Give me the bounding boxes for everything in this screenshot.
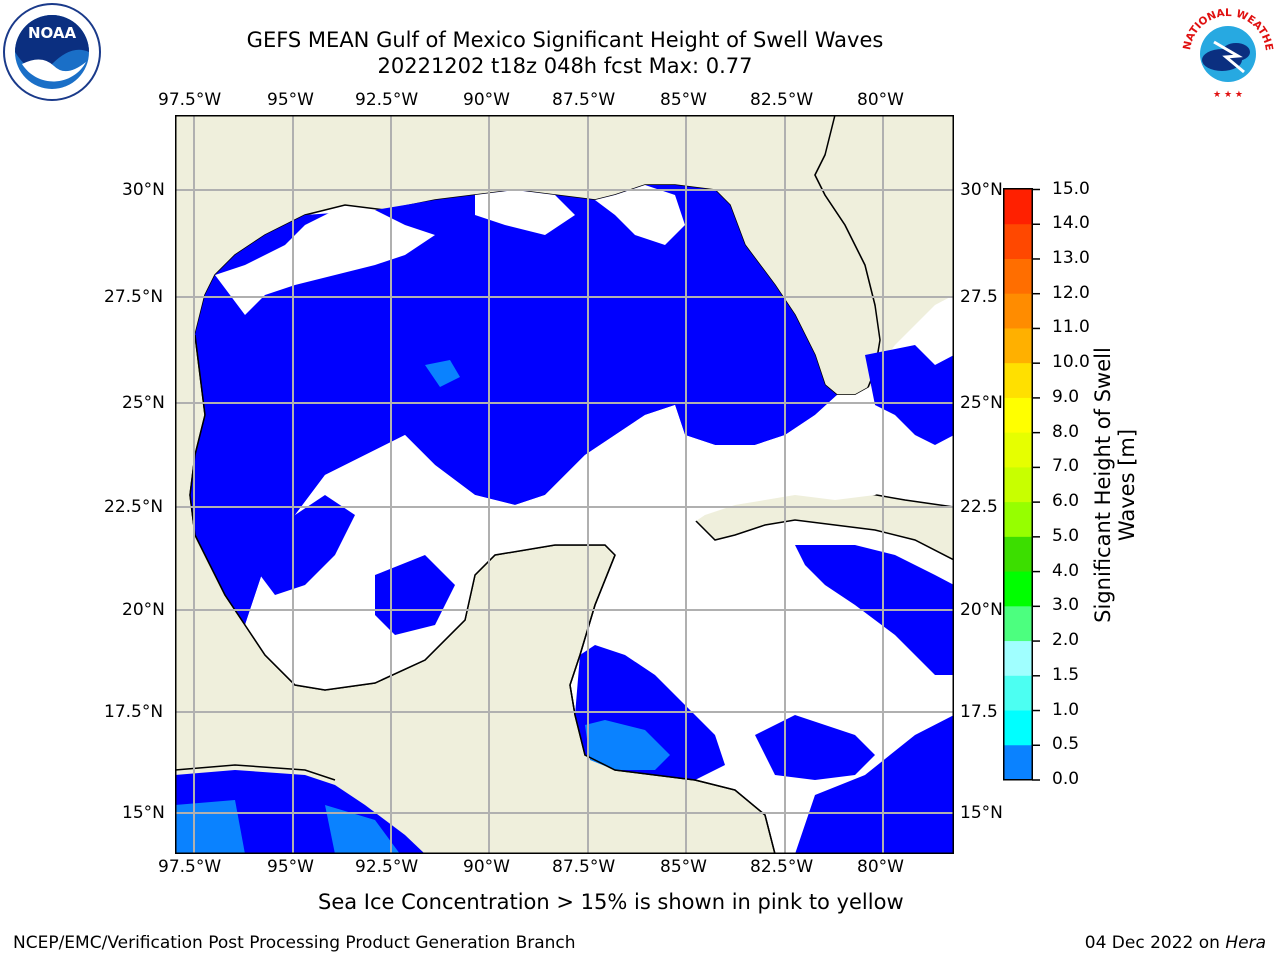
lon-label-top: 82.5°W	[750, 90, 814, 110]
lon-label-bottom: 95°W	[267, 857, 314, 877]
colorbar-segment	[1004, 397, 1032, 434]
credit-date: 04 Dec 2022 on Hera	[1085, 933, 1266, 953]
colorbar-tick-label: 14.0	[1052, 213, 1090, 234]
colorbar-segment	[1004, 328, 1032, 364]
lon-label-top: 80°W	[857, 90, 904, 110]
colorbar-segment	[1004, 363, 1032, 399]
colorbar-segment	[1004, 571, 1032, 607]
lon-label-bottom: 87.5°W	[552, 857, 616, 877]
lon-label-top: 87.5°W	[552, 90, 616, 110]
colorbar-tick-label: 7.0	[1052, 456, 1080, 477]
colorbar-segment	[1004, 467, 1032, 503]
credit-branch: NCEP/EMC/Verification Post Processing Pr…	[13, 933, 576, 953]
map	[175, 115, 954, 854]
lon-label-bottom: 85°W	[660, 857, 707, 877]
colorbar-segment	[1004, 432, 1032, 468]
lat-label-right: 25°N	[960, 393, 1003, 413]
graticule	[175, 115, 954, 854]
colorbar-tick-label: 0.0	[1052, 769, 1080, 789]
lat-label-left: 22.5°N	[104, 497, 164, 517]
colorbar-tick-label: 8.0	[1052, 421, 1080, 442]
lon-label-bottom: 92.5°W	[355, 857, 419, 877]
lat-label-left: 27.5°N	[104, 287, 164, 307]
map-border	[175, 115, 954, 854]
colorbar-segment	[1004, 502, 1032, 538]
colorbar-tick-label: 6.0	[1052, 491, 1080, 512]
colorbar-tick-label: 4.0	[1052, 560, 1080, 581]
lon-label-top: 97.5°W	[158, 90, 222, 110]
colorbar-tick-label: 10.0	[1052, 352, 1090, 373]
colorbar-segment	[1004, 536, 1032, 573]
lon-label-bottom: 80°W	[857, 857, 904, 877]
colorbar-tick-label: 15.0	[1052, 178, 1090, 199]
lat-label-left: 15°N	[122, 803, 165, 823]
colorbar	[1003, 188, 1040, 781]
lat-label-left: 20°N	[122, 600, 165, 620]
lat-label-right: 15°N	[960, 803, 1003, 823]
lat-label-right: 17.5	[960, 702, 998, 722]
lon-label-bottom: 82.5°W	[750, 857, 814, 877]
chart-subtitle: 20221202 t18z 048h fcst Max: 0.77	[377, 54, 753, 78]
lon-label-bottom: 90°W	[463, 857, 510, 877]
colorbar-segment	[1004, 710, 1032, 746]
noaa-logo-icon: NOAA	[3, 3, 101, 101]
colorbar-tick-label: 9.0	[1052, 386, 1080, 407]
lat-label-left: 17.5°N	[104, 702, 164, 722]
colorbar-segment	[1004, 189, 1032, 225]
lon-label-bottom: 97.5°W	[158, 857, 222, 877]
colorbar-segment	[1004, 258, 1032, 295]
lat-label-left: 25°N	[122, 393, 165, 413]
lon-label-top: 85°W	[660, 90, 707, 110]
noaa-logo-text: NOAA	[28, 24, 77, 42]
lon-label-top: 92.5°W	[355, 90, 419, 110]
credit-machine: Hera	[1225, 933, 1266, 953]
lat-label-right: 27.5	[960, 287, 998, 307]
credit-date-text: 04 Dec 2022 on	[1084, 933, 1220, 953]
sea-ice-note: Sea Ice Concentration > 15% is shown in …	[318, 890, 904, 914]
colorbar-tick-label: 3.0	[1052, 595, 1080, 616]
lat-label-left: 30°N	[122, 180, 165, 200]
colorbar-tick-label: 5.0	[1052, 525, 1080, 546]
svg-text:★ ★ ★: ★ ★ ★	[1213, 90, 1243, 100]
colorbar-segment	[1004, 293, 1032, 329]
colorbar-label: Significant Height of Swell Waves [m]	[1091, 347, 1139, 623]
lat-label-right: 20°N	[960, 600, 1003, 620]
colorbar-tick-label: 2.0	[1052, 630, 1080, 651]
colorbar-segment	[1004, 641, 1032, 677]
colorbar-tick-label: 12.0	[1052, 282, 1090, 303]
colorbar-tick-label: 13.0	[1052, 247, 1090, 268]
lat-label-right: 22.5	[960, 497, 998, 517]
chart-title: GEFS MEAN Gulf of Mexico Significant Hei…	[246, 28, 884, 52]
lon-label-top: 95°W	[267, 90, 314, 110]
colorbar-segment	[1004, 606, 1032, 642]
colorbar-tick-label: 1.0	[1052, 699, 1080, 720]
lat-label-right: 30°N	[960, 180, 1003, 200]
colorbar-tick-label: 0.5	[1052, 734, 1080, 755]
colorbar-segment	[1004, 745, 1032, 781]
lon-label-top: 90°W	[463, 90, 510, 110]
nws-logo-icon: NATIONAL WEATHER SERVICE ★ ★ ★	[1178, 2, 1276, 100]
colorbar-segment	[1004, 675, 1032, 712]
colorbar-segment	[1004, 224, 1032, 260]
colorbar-tick-label: 11.0	[1052, 317, 1090, 338]
colorbar-tick-label: 1.5	[1052, 664, 1080, 685]
